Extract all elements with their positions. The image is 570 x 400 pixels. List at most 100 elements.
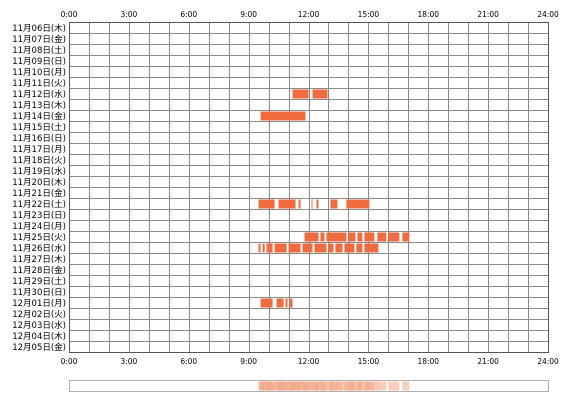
day-label: 11月27日(木): [12, 254, 66, 265]
day-label: 11月21日(金): [12, 188, 66, 199]
activity-bar: [346, 199, 370, 209]
activity-bar: [302, 243, 313, 253]
activity-bar: [364, 243, 379, 253]
activity-bar: [388, 232, 400, 242]
day-label: 11月10日(月): [12, 68, 66, 78]
day-label: 11月26日(水): [12, 243, 66, 254]
summary-mark: [388, 381, 400, 391]
summary-mark: [276, 381, 284, 391]
day-label: 12月02日(火): [12, 310, 66, 320]
summary-mark: [344, 381, 355, 391]
activity-bar: [377, 232, 387, 242]
day-label: 11月24日(月): [12, 222, 66, 232]
summary-mark: [402, 381, 410, 391]
x-tick-label-bottom: 18:00: [417, 357, 439, 366]
axis-labels: 0:00 0:00 3:00 3:00 6:00 6:00 9:00 9:00 12:00 12:…: [12, 10, 559, 366]
summary-mark: [356, 381, 363, 391]
day-label: 11月06日(木): [12, 23, 66, 34]
summary-mark: [288, 381, 301, 391]
day-label: 11月19日(水): [12, 166, 66, 177]
summary-mark: [364, 381, 379, 391]
activity-bar: [326, 232, 347, 242]
day-label: 11月29日(土): [12, 276, 66, 287]
activity-bar: [328, 243, 334, 253]
summary-mark: [314, 381, 327, 391]
x-tick-label-top: 18:00: [417, 10, 439, 19]
day-label: 11月18日(火): [12, 156, 66, 166]
day-label: 11月16日(日): [12, 134, 66, 144]
summary-mark: [285, 381, 288, 391]
summary-mark: [289, 381, 293, 391]
day-label: 11月13日(木): [12, 100, 66, 111]
day-label: 12月05日(金): [12, 342, 66, 353]
day-label: 11月12日(水): [12, 89, 66, 100]
x-tick-label-top: 3:00: [120, 10, 137, 19]
x-tick-label-top: 21:00: [477, 10, 499, 19]
day-label: 11月28日(金): [12, 265, 66, 276]
x-tick-label-top: 9:00: [240, 10, 257, 19]
x-tick-label-bottom: 12:00: [298, 357, 320, 366]
activity-bar: [335, 243, 343, 253]
activity-bar: [266, 243, 273, 253]
x-tick-label-bottom: 3:00: [120, 357, 137, 366]
activity-bar: [316, 199, 319, 209]
day-label: 11月09日(日): [12, 57, 66, 67]
day-label: 11月20日(木): [12, 177, 66, 188]
activity-bar: [402, 232, 410, 242]
activity-bar: [262, 243, 265, 253]
activity-bar: [298, 199, 301, 209]
day-label: 11月22日(土): [12, 199, 66, 210]
daily-summary-strip: [69, 380, 549, 392]
summary-mark: [377, 381, 387, 391]
day-label: 11月17日(月): [12, 145, 66, 155]
grid-layer: [69, 22, 549, 353]
activity-bar: [289, 298, 293, 308]
activity-bar: [260, 111, 306, 121]
activity-bar: [276, 298, 284, 308]
activity-bar: [356, 243, 363, 253]
activity-bar: [364, 232, 375, 242]
activity-bar: [314, 243, 327, 253]
summary-mark: [335, 381, 343, 391]
day-label: 11月08日(土): [12, 45, 66, 56]
summary-mark: [260, 381, 273, 391]
activity-bar: [304, 232, 319, 242]
x-tick-label-bottom: 6:00: [180, 357, 197, 366]
x-tick-label-top: 15:00: [358, 10, 380, 19]
x-tick-label-bottom: 0:00: [61, 357, 78, 366]
x-tick-label-top: 12:00: [298, 10, 320, 19]
x-tick-label-bottom: 24:00: [537, 357, 559, 366]
activity-bar: [312, 89, 328, 99]
activity-bar: [260, 298, 273, 308]
x-tick-label-top: 6:00: [180, 10, 197, 19]
activity-bar: [344, 243, 355, 253]
activity-bar: [258, 243, 261, 253]
activity-bar: [311, 199, 313, 209]
x-tick-label-top: 24:00: [537, 10, 559, 19]
activity-bar: [292, 89, 309, 99]
plot-frame: [69, 22, 549, 353]
x-tick-label-bottom: 15:00: [358, 357, 380, 366]
day-label: 11月23日(日): [12, 211, 66, 221]
summary-mark: [302, 381, 313, 391]
day-label: 11月11日(火): [12, 79, 66, 89]
day-label: 11月30日(日): [12, 288, 66, 298]
activity-bar: [320, 232, 325, 242]
activity-bar: [330, 199, 338, 209]
activity-bar: [357, 232, 363, 242]
day-label: 11月15日(土): [12, 122, 66, 133]
x-tick-label-bottom: 9:00: [240, 357, 257, 366]
activity-bar: [274, 243, 287, 253]
day-label: 11月25日(火): [12, 233, 66, 243]
summary-mark: [328, 381, 334, 391]
summary-mark: [258, 381, 261, 391]
day-label: 12月04日(木): [12, 331, 66, 342]
activity-bar: [285, 298, 288, 308]
activity-bar: [258, 199, 275, 209]
day-label: 12月01日(月): [12, 299, 66, 309]
day-label: 11月07日(金): [12, 34, 66, 45]
day-label: 12月03日(水): [12, 320, 66, 331]
x-tick-label-top: 0:00: [61, 10, 78, 19]
activity-bar: [288, 243, 301, 253]
